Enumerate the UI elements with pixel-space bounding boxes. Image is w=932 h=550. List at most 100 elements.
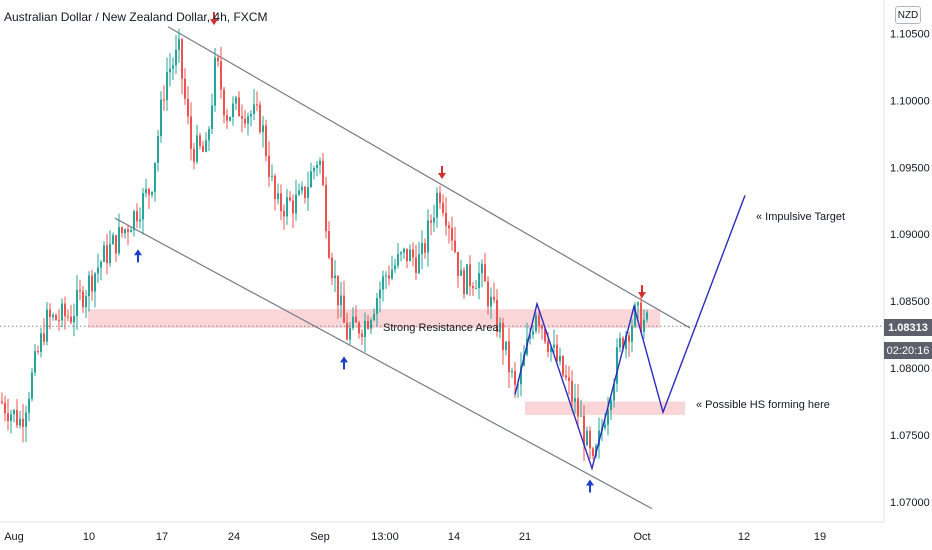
candle-body-128: [385, 275, 387, 277]
currency-selector[interactable]: NZD: [895, 6, 921, 24]
candle-body-51: [154, 162, 156, 193]
candle-body-207: [622, 338, 624, 349]
impulsive-target-annotation[interactable]: « Impulsive Target: [756, 211, 846, 223]
candle-body-147: [442, 202, 444, 213]
candle-body-199: [598, 430, 600, 446]
candle-body-87: [262, 125, 264, 132]
candle-body-165: [496, 299, 498, 333]
time-tick-4: Sep: [310, 531, 330, 543]
candle-body-55: [166, 72, 168, 100]
zone-1: [525, 401, 685, 415]
candle-body-115: [346, 322, 348, 340]
candle-body-59: [178, 39, 180, 50]
candle-body-93: [280, 193, 282, 211]
candle-body-70: [211, 105, 213, 130]
candle-body-65: [196, 135, 198, 162]
candle-body-203: [610, 400, 612, 411]
candle-body-18: [55, 314, 57, 321]
candle-body-129: [388, 275, 390, 279]
time-tick-5: 13:00: [371, 531, 399, 543]
current-price-label: 1.08313: [884, 319, 932, 336]
candle-body-196: [589, 430, 591, 449]
candle-body-111: [334, 275, 336, 279]
candle-body-188: [565, 375, 567, 378]
candle-body-28: [85, 296, 87, 308]
candle-body-15: [46, 309, 48, 342]
candle-body-100: [301, 186, 303, 191]
candle-body-157: [472, 286, 474, 289]
candle-body-153: [460, 270, 462, 276]
candle-body-141: [424, 243, 426, 253]
candle-body-140: [421, 243, 423, 255]
candle-body-69: [208, 129, 210, 141]
candle-body-139: [418, 254, 420, 273]
candle-body-10: [31, 372, 33, 399]
candle-body-171: [514, 371, 516, 385]
time-tick-1: 10: [83, 531, 95, 543]
candle-body-56: [169, 68, 171, 73]
candle-body-4: [13, 409, 15, 415]
candle-body-33: [100, 261, 102, 268]
candle-body-45: [136, 211, 138, 222]
candle-body-58: [175, 49, 177, 66]
candle-body-71: [214, 57, 216, 106]
candle-body-159: [478, 273, 480, 289]
candle-body-155: [466, 264, 468, 295]
candle-body-116: [349, 328, 351, 340]
candle-body-208: [625, 335, 627, 349]
candle-body-145: [436, 192, 438, 218]
candle-body-8: [25, 412, 27, 427]
price-tick-2: 1.09500: [890, 162, 930, 174]
candle-body-194: [583, 415, 585, 446]
hs-annotation[interactable]: « Possible HS forming here: [696, 399, 830, 411]
candle-body-84: [253, 104, 255, 115]
candle-body-7: [22, 418, 24, 427]
candle-body-41: [124, 229, 126, 234]
candle-body-50: [151, 192, 153, 195]
time-tick-2: 17: [156, 531, 168, 543]
candle-body-150: [451, 228, 453, 241]
candle-body-177: [532, 331, 534, 335]
hs-projection-path: [514, 195, 746, 471]
candle-body-38: [115, 235, 117, 254]
up-arrow-2: [586, 479, 594, 493]
candle-body-144: [433, 217, 435, 223]
candle-body-134: [403, 248, 405, 253]
candle-body-181: [544, 328, 546, 342]
candle-body-79: [238, 97, 240, 117]
candle-body-61: [184, 78, 186, 99]
candle-body-107: [322, 160, 324, 185]
candle-body-43: [130, 230, 132, 233]
candle-body-166: [499, 322, 501, 333]
candle-body-88: [265, 125, 267, 157]
candle-body-124: [373, 313, 375, 321]
candle-body-113: [340, 295, 342, 306]
candle-body-118: [355, 316, 357, 323]
candle-body-42: [127, 229, 129, 233]
candle-body-146: [439, 192, 441, 203]
candle-body-66: [199, 135, 201, 147]
resistance-annotation[interactable]: Strong Resistance Area: [383, 322, 499, 334]
candle-body-16: [49, 309, 51, 318]
candle-body-136: [409, 249, 411, 262]
candle-body-130: [391, 269, 393, 279]
candle-body-24: [73, 315, 75, 323]
time-tick-7: 21: [519, 531, 531, 543]
time-tick-6: 14: [448, 531, 460, 543]
candle-body-104: [313, 168, 315, 172]
candle-body-21: [64, 303, 66, 317]
candle-body-3: [10, 414, 12, 421]
time-tick-3: 24: [228, 531, 240, 543]
candle-body-114: [343, 295, 345, 323]
candle-body-117: [352, 316, 354, 329]
candle-body-161: [484, 264, 486, 282]
candle-body-187: [562, 356, 564, 376]
candle-body-36: [109, 244, 111, 264]
candle-body-123: [370, 320, 372, 329]
candle-body-180: [541, 325, 543, 329]
candle-body-209: [628, 335, 630, 342]
candle-body-90: [271, 175, 273, 177]
candle-body-106: [319, 160, 321, 165]
